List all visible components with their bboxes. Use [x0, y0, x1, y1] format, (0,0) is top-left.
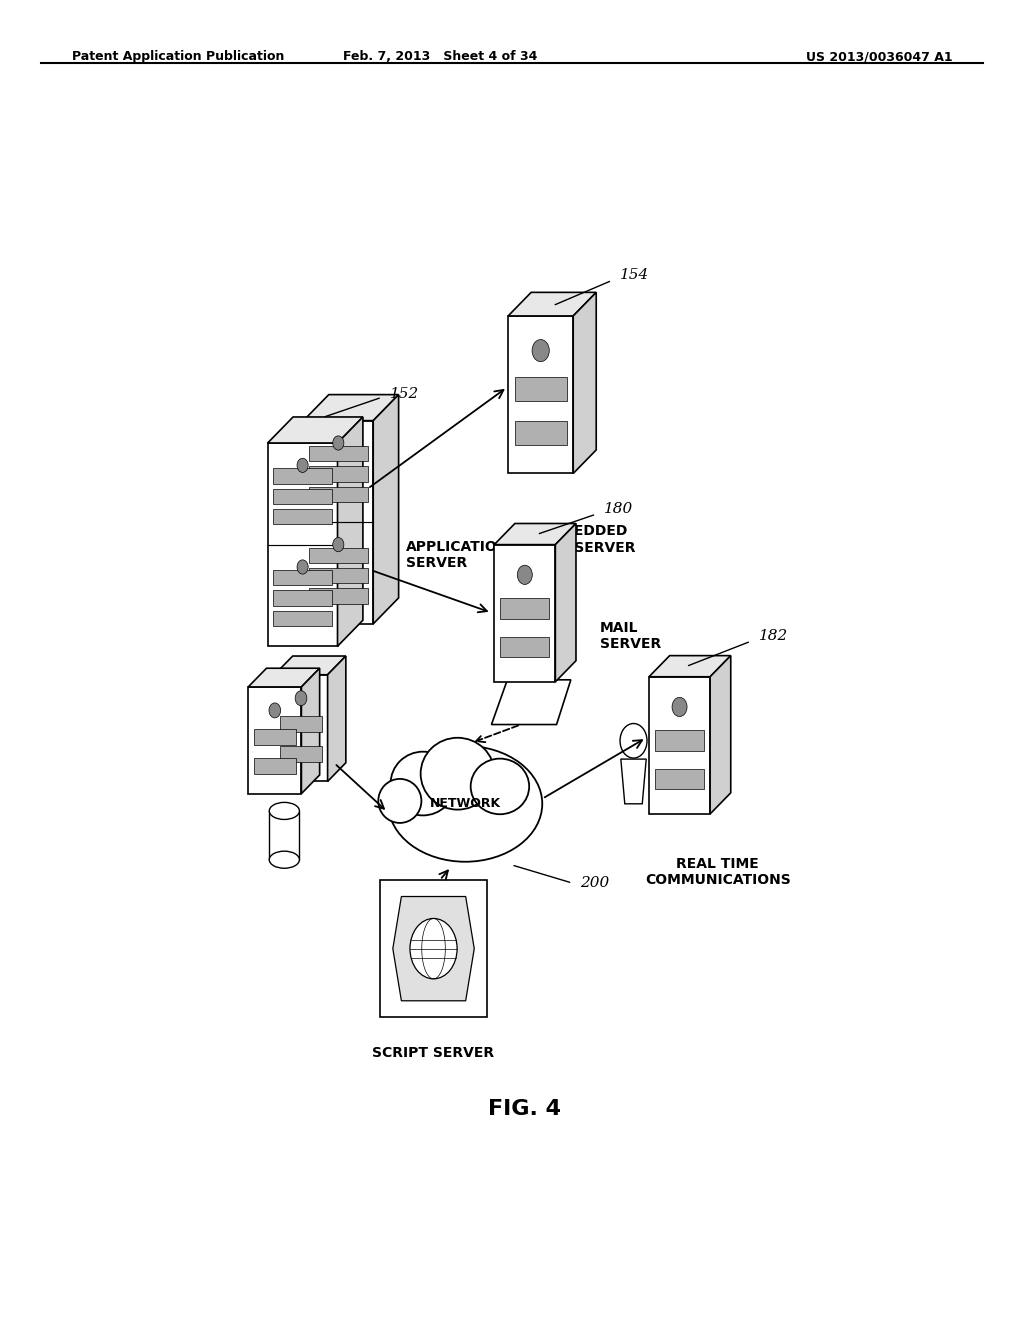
- Polygon shape: [309, 466, 368, 482]
- Text: 154: 154: [620, 268, 649, 282]
- Polygon shape: [710, 656, 731, 814]
- Text: 152: 152: [390, 387, 419, 401]
- Circle shape: [295, 690, 307, 706]
- Text: APPLICATION
SERVER: APPLICATION SERVER: [406, 540, 509, 570]
- Polygon shape: [573, 292, 596, 474]
- Circle shape: [333, 436, 344, 450]
- Polygon shape: [273, 611, 332, 626]
- Text: REAL TIME
COMMUNICATIONS: REAL TIME COMMUNICATIONS: [645, 857, 791, 887]
- Circle shape: [410, 919, 457, 979]
- Text: FIG. 4: FIG. 4: [488, 1098, 561, 1119]
- Ellipse shape: [471, 759, 529, 814]
- Polygon shape: [273, 510, 332, 524]
- Ellipse shape: [269, 803, 299, 820]
- Polygon shape: [303, 395, 398, 421]
- Polygon shape: [508, 292, 596, 315]
- Polygon shape: [309, 487, 368, 502]
- Circle shape: [620, 723, 647, 758]
- Polygon shape: [328, 656, 346, 781]
- Ellipse shape: [378, 779, 422, 822]
- Polygon shape: [273, 469, 332, 483]
- Text: EMBEDDED
WEB SERVER: EMBEDDED WEB SERVER: [534, 524, 635, 554]
- Polygon shape: [649, 656, 731, 677]
- Polygon shape: [373, 395, 398, 624]
- Ellipse shape: [390, 751, 456, 816]
- Text: NETWORK: NETWORK: [430, 797, 501, 810]
- Polygon shape: [508, 315, 573, 474]
- Polygon shape: [274, 675, 328, 781]
- Text: SCRIPT SERVER: SCRIPT SERVER: [373, 1045, 495, 1060]
- Text: MAIL
SERVER: MAIL SERVER: [600, 620, 662, 651]
- Polygon shape: [267, 444, 338, 647]
- Polygon shape: [515, 421, 566, 445]
- Polygon shape: [655, 730, 703, 751]
- Text: Feb. 7, 2013   Sheet 4 of 34: Feb. 7, 2013 Sheet 4 of 34: [343, 50, 538, 63]
- Text: 180: 180: [604, 502, 634, 516]
- Circle shape: [297, 560, 308, 574]
- Circle shape: [333, 537, 344, 552]
- Polygon shape: [309, 568, 368, 583]
- Polygon shape: [303, 421, 373, 624]
- Polygon shape: [501, 636, 549, 657]
- Polygon shape: [338, 417, 362, 647]
- Polygon shape: [273, 570, 332, 585]
- Circle shape: [297, 458, 308, 473]
- Polygon shape: [267, 417, 362, 444]
- Polygon shape: [495, 524, 575, 545]
- Polygon shape: [280, 717, 323, 733]
- Polygon shape: [555, 524, 575, 682]
- Polygon shape: [495, 545, 555, 682]
- Polygon shape: [380, 880, 487, 1018]
- Polygon shape: [254, 729, 296, 744]
- Circle shape: [672, 697, 687, 717]
- Polygon shape: [280, 746, 323, 762]
- Polygon shape: [274, 656, 346, 675]
- Ellipse shape: [269, 851, 299, 869]
- Polygon shape: [273, 590, 332, 606]
- Text: 200: 200: [581, 876, 609, 890]
- Polygon shape: [649, 677, 710, 814]
- Polygon shape: [309, 548, 368, 562]
- Text: Patent Application Publication: Patent Application Publication: [72, 50, 284, 63]
- Polygon shape: [492, 680, 570, 725]
- Ellipse shape: [388, 746, 543, 862]
- Polygon shape: [515, 378, 566, 401]
- Polygon shape: [655, 768, 703, 789]
- Polygon shape: [393, 896, 474, 1001]
- Polygon shape: [248, 686, 301, 793]
- Polygon shape: [309, 589, 368, 603]
- Polygon shape: [501, 598, 549, 619]
- Circle shape: [532, 339, 549, 362]
- Polygon shape: [309, 446, 368, 461]
- Polygon shape: [301, 668, 319, 793]
- Polygon shape: [621, 759, 646, 804]
- Text: 182: 182: [759, 630, 788, 643]
- Polygon shape: [248, 668, 319, 686]
- Polygon shape: [273, 488, 332, 504]
- Text: US 2013/0036047 A1: US 2013/0036047 A1: [806, 50, 952, 63]
- Polygon shape: [269, 810, 299, 859]
- Circle shape: [269, 704, 281, 718]
- Polygon shape: [254, 759, 296, 775]
- Ellipse shape: [421, 738, 495, 809]
- Circle shape: [517, 565, 532, 585]
